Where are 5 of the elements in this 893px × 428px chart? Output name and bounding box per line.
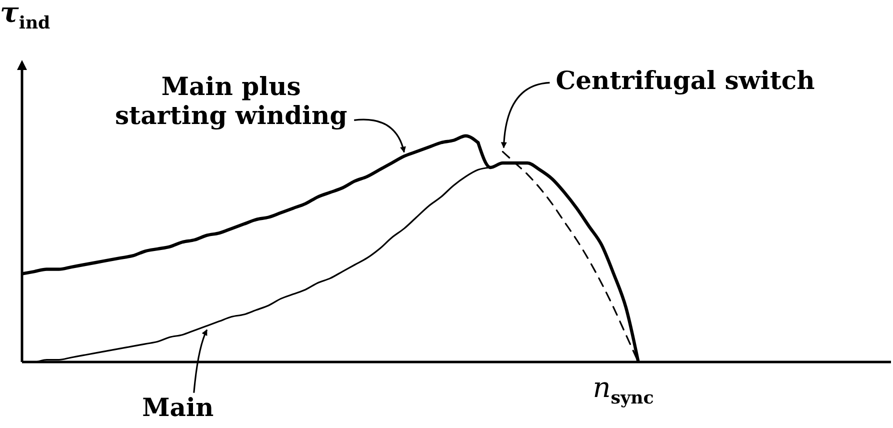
text: Centrifugal switch: [556, 66, 815, 95]
text: Main plus starting winding: [114, 72, 348, 130]
text: n$_{sync}$: [592, 371, 655, 411]
series-label: Main: [141, 392, 215, 422]
y-axis-title: τ$_{ind}$: [0, 0, 50, 36]
